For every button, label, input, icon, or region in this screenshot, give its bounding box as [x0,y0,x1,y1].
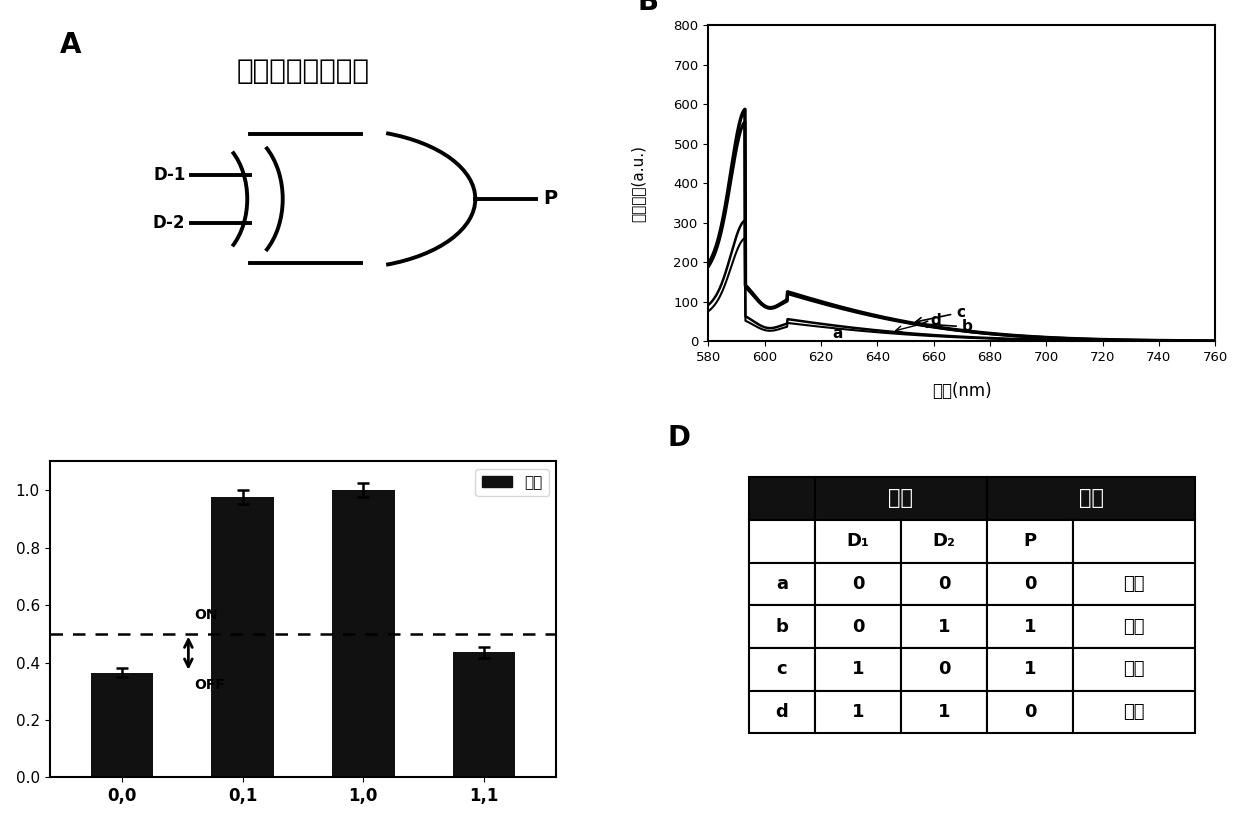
Text: c: c [776,660,787,678]
Text: 0: 0 [937,575,950,593]
Bar [901,563,987,605]
Text: P: P [543,190,558,208]
Bar [815,563,901,605]
Text: d: d [895,313,941,332]
Text: 1: 1 [852,660,864,678]
Text: a: a [832,327,843,341]
Bar [1074,605,1195,648]
Text: a: a [776,575,787,593]
Bar [987,563,1074,605]
Bar [901,691,987,733]
Text: A: A [60,32,82,59]
Text: OFF: OFF [195,678,226,692]
Text: 1: 1 [937,703,950,721]
Text: 输出: 输出 [1079,488,1104,508]
Text: P: P [1024,533,1037,550]
Bar [211,497,274,777]
Text: 0: 0 [852,575,864,593]
Bar [987,477,1195,520]
Bar [987,691,1074,733]
Text: 0: 0 [1024,703,1037,721]
Text: d: d [775,703,789,721]
Bar [749,605,815,648]
Text: 0: 0 [852,618,864,635]
Text: c: c [915,305,965,324]
Text: 波长(nm): 波长(nm) [932,382,992,400]
Bar [1074,563,1195,605]
Legend: 銀簇: 銀簇 [475,469,549,497]
Text: 荧光强度(a.u.): 荧光强度(a.u.) [630,145,645,222]
Bar [453,652,516,777]
Text: 1: 1 [852,703,864,721]
Bar [987,520,1074,563]
Bar [815,648,901,691]
Bar [815,691,901,733]
Text: 偶数: 偶数 [1123,703,1145,721]
Bar [901,648,987,691]
Bar [332,490,394,777]
Text: D: D [668,424,691,452]
Text: B: B [637,0,658,16]
Text: 1: 1 [1024,660,1037,678]
Text: 1: 1 [937,618,950,635]
Bar [749,477,815,520]
Bar [987,605,1074,648]
Bar [987,648,1074,691]
Text: 1: 1 [1024,618,1037,635]
Text: ON: ON [195,609,218,622]
Bar [1074,520,1195,563]
Bar [91,673,154,777]
Text: 0: 0 [937,660,950,678]
Text: b: b [775,618,789,635]
Bar [815,477,987,520]
Bar [815,520,901,563]
Text: D-2: D-2 [153,214,186,232]
Text: D-1: D-1 [153,166,186,184]
Bar [749,648,815,691]
Text: 输入: 输入 [889,488,914,508]
Text: 两位的奇偶发生器: 两位的奇偶发生器 [237,57,370,84]
Bar [749,563,815,605]
Text: D₂: D₂ [932,533,956,550]
Text: 0: 0 [1024,575,1037,593]
Bar [1074,648,1195,691]
Bar [749,520,815,563]
Text: 奇数: 奇数 [1123,618,1145,635]
Bar [749,691,815,733]
Text: 奇数: 奇数 [1123,660,1145,678]
Bar [815,605,901,648]
Text: b: b [921,319,972,334]
Bar [1074,691,1195,733]
Text: D₁: D₁ [847,533,869,550]
Text: 偶数: 偶数 [1123,575,1145,593]
Bar [901,520,987,563]
Bar [901,605,987,648]
